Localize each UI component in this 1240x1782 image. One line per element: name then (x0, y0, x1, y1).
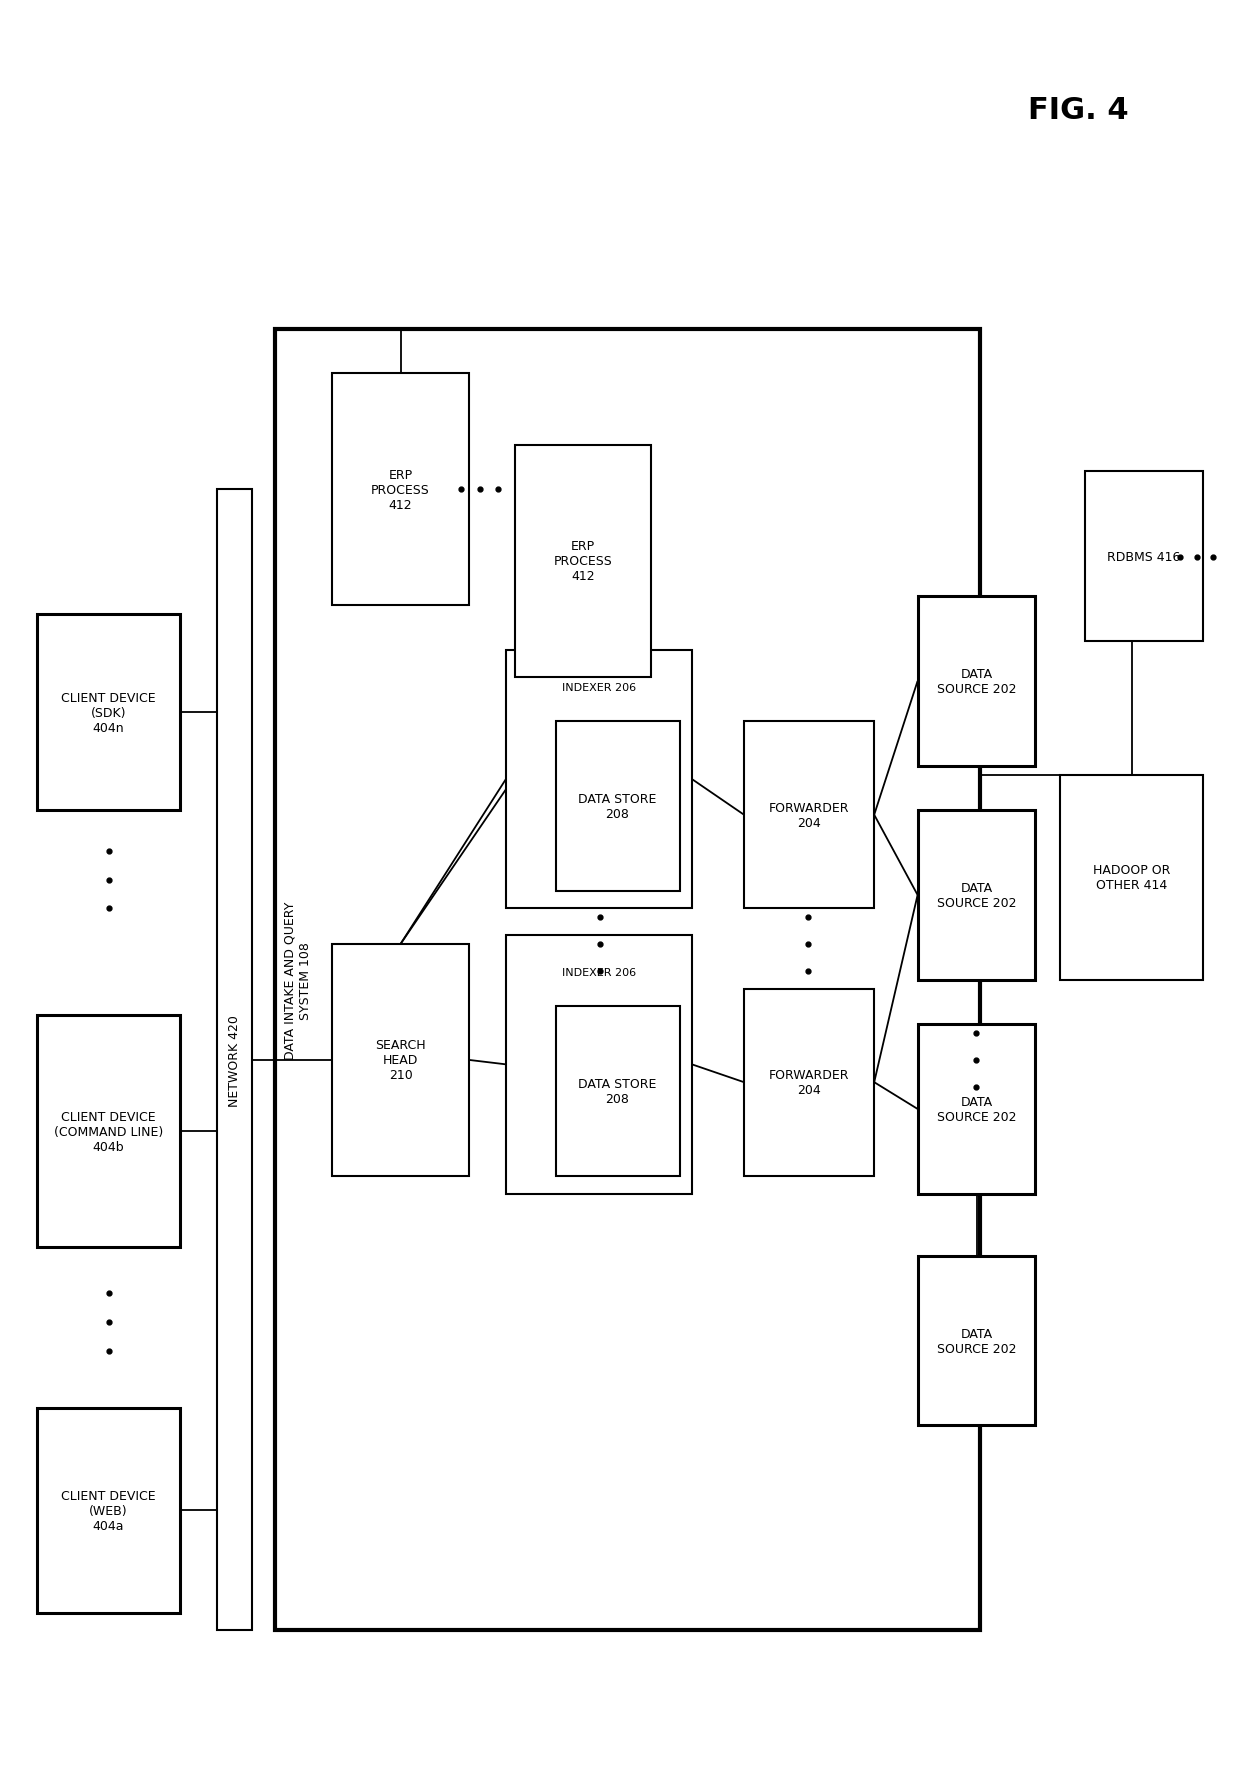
Text: CLIENT DEVICE
(WEB)
404a: CLIENT DEVICE (WEB) 404a (61, 1488, 156, 1533)
FancyBboxPatch shape (275, 330, 980, 1631)
Text: ERP
PROCESS
412: ERP PROCESS 412 (553, 540, 613, 583)
FancyBboxPatch shape (556, 1007, 680, 1176)
FancyBboxPatch shape (918, 597, 1035, 766)
FancyBboxPatch shape (506, 650, 692, 909)
FancyBboxPatch shape (918, 1256, 1035, 1426)
FancyBboxPatch shape (332, 374, 469, 606)
Text: FORWARDER
204: FORWARDER 204 (769, 802, 849, 829)
Text: NETWORK 420: NETWORK 420 (228, 1014, 241, 1107)
FancyBboxPatch shape (556, 722, 680, 891)
Text: DATA
SOURCE 202: DATA SOURCE 202 (936, 1328, 1017, 1354)
Text: CLIENT DEVICE
(SDK)
404n: CLIENT DEVICE (SDK) 404n (61, 691, 156, 734)
Text: INDEXER 206: INDEXER 206 (562, 968, 636, 978)
Text: DATA
SOURCE 202: DATA SOURCE 202 (936, 1096, 1017, 1123)
FancyBboxPatch shape (37, 1408, 180, 1613)
FancyBboxPatch shape (506, 936, 692, 1194)
FancyBboxPatch shape (918, 811, 1035, 980)
Text: SEARCH
HEAD
210: SEARCH HEAD 210 (376, 1039, 425, 1082)
FancyBboxPatch shape (1060, 775, 1203, 980)
FancyBboxPatch shape (332, 944, 469, 1176)
Text: DATA STORE
208: DATA STORE 208 (578, 793, 657, 820)
Text: ERP
PROCESS
412: ERP PROCESS 412 (371, 469, 430, 511)
FancyBboxPatch shape (1085, 472, 1203, 642)
Text: HADOOP OR
OTHER 414: HADOOP OR OTHER 414 (1092, 864, 1171, 891)
Text: DATA INTAKE AND QUERY
SYSTEM 108: DATA INTAKE AND QUERY SYSTEM 108 (284, 902, 311, 1059)
FancyBboxPatch shape (515, 446, 651, 677)
FancyBboxPatch shape (744, 989, 874, 1176)
Text: RDBMS 416: RDBMS 416 (1107, 551, 1180, 563)
FancyBboxPatch shape (744, 722, 874, 909)
Text: FORWARDER
204: FORWARDER 204 (769, 1069, 849, 1096)
FancyBboxPatch shape (37, 615, 180, 811)
FancyBboxPatch shape (37, 1016, 180, 1247)
Text: CLIENT DEVICE
(COMMAND LINE)
404b: CLIENT DEVICE (COMMAND LINE) 404b (53, 1110, 164, 1153)
FancyBboxPatch shape (217, 490, 252, 1631)
Text: FIG. 4: FIG. 4 (1028, 96, 1130, 125)
Text: INDEXER 206: INDEXER 206 (562, 683, 636, 693)
FancyBboxPatch shape (918, 1025, 1035, 1194)
Text: DATA
SOURCE 202: DATA SOURCE 202 (936, 668, 1017, 695)
Text: DATA
SOURCE 202: DATA SOURCE 202 (936, 882, 1017, 909)
Text: DATA STORE
208: DATA STORE 208 (578, 1078, 657, 1105)
